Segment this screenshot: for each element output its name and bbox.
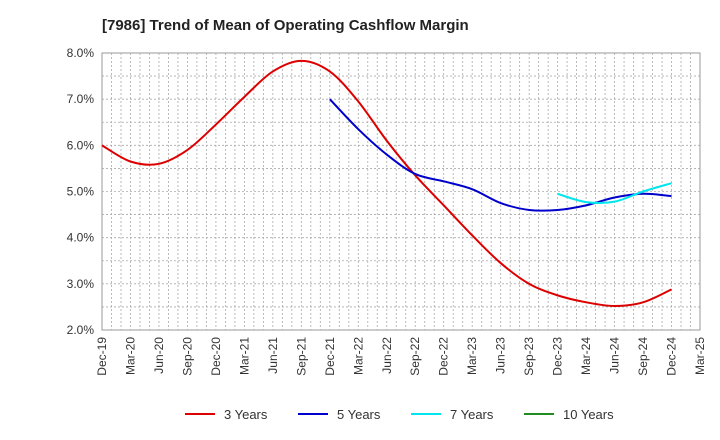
series-line-5-years <box>329 98 672 212</box>
x-tick-label: Mar-22 <box>351 337 365 375</box>
legend-label-3-years: 3 Years <box>224 407 268 422</box>
x-tick-label: Sep-20 <box>180 337 194 376</box>
series-lines <box>101 59 672 307</box>
x-tick-label: Jun-24 <box>608 337 622 374</box>
x-tick-label: Jun-20 <box>152 337 166 374</box>
x-tick-label: Mar-20 <box>123 337 137 375</box>
legend-label-10-years: 10 Years <box>563 407 614 422</box>
chart-title: [7986] Trend of Mean of Operating Cashfl… <box>102 17 469 34</box>
plot-border <box>101 52 701 331</box>
y-axis-ticks: 2.0% 3.0% 4.0% 5.0% 6.0% 7.0% 8.0% <box>67 46 95 337</box>
x-tick-label: Dec-24 <box>665 337 679 376</box>
x-tick-label: Sep-23 <box>522 337 536 376</box>
plot-area <box>101 52 701 331</box>
y-tick-label: 5.0% <box>67 185 95 199</box>
x-tick-label: Jun-22 <box>380 337 394 374</box>
y-tick-label: 8.0% <box>67 46 95 60</box>
x-tick-label: Jun-23 <box>494 337 508 374</box>
x-tick-label: Dec-23 <box>551 337 565 376</box>
x-tick-label: Sep-22 <box>408 337 422 376</box>
legend: 3 Years 5 Years 7 Years 10 Years <box>185 407 614 422</box>
legend-label-7-years: 7 Years <box>450 407 494 422</box>
x-tick-label: Sep-21 <box>294 337 308 376</box>
y-tick-label: 2.0% <box>67 323 95 337</box>
x-tick-label: Sep-24 <box>636 337 650 376</box>
x-tick-label: Dec-20 <box>209 337 223 376</box>
x-tick-label: Dec-21 <box>323 337 337 376</box>
x-tick-label: Mar-23 <box>465 337 479 375</box>
x-axis-ticks: Dec-19 Mar-20 Jun-20 Sep-20 Dec-20 Mar-21 Jun-… <box>95 337 707 376</box>
y-tick-label: 3.0% <box>67 277 95 291</box>
x-tick-label: Jun-21 <box>266 337 280 374</box>
legend-label-5-years: 5 Years <box>337 407 381 422</box>
series-line-3-years <box>101 59 672 307</box>
y-tick-label: 6.0% <box>67 138 95 152</box>
y-tick-label: 7.0% <box>67 92 95 106</box>
x-tick-label: Mar-25 <box>693 337 707 375</box>
series-line-7-years <box>557 182 672 205</box>
x-tick-label: Dec-22 <box>437 337 451 376</box>
x-tick-label: Dec-19 <box>95 337 109 376</box>
y-tick-label: 4.0% <box>67 231 95 245</box>
x-tick-label: Mar-24 <box>579 337 593 375</box>
x-tick-label: Mar-21 <box>237 337 251 375</box>
